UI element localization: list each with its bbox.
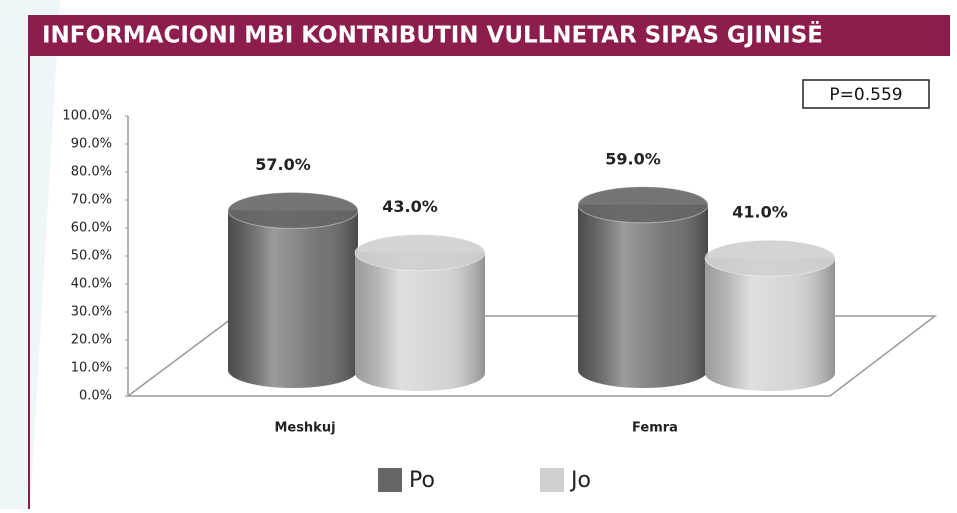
legend-swatch: [540, 468, 564, 492]
y-tick-label: 70.0%: [71, 193, 112, 208]
annotation: P=0.559: [829, 85, 902, 105]
y-tick-label: 80.0%: [71, 165, 112, 180]
x-tick-label: Meshkuj: [274, 421, 335, 436]
floor: [125, 315, 938, 397]
cylinder-top: [227, 191, 359, 229]
value-label: 57.0%: [255, 155, 311, 174]
cylinder-shade: [355, 252, 485, 391]
value-label: 41.0%: [732, 203, 788, 222]
y-tick-label: 90.0%: [71, 137, 112, 152]
y-tick-label: 0.0%: [79, 389, 112, 404]
y-tick-label: 60.0%: [71, 221, 112, 236]
y-tick-label: 20.0%: [71, 333, 112, 348]
value-label: 59.0%: [605, 149, 661, 168]
cylinder-top: [354, 234, 486, 272]
y-tick-label: 50.0%: [71, 249, 112, 264]
cylinder-shade: [228, 210, 358, 388]
y-tick-label: 40.0%: [71, 277, 112, 292]
title-bar: [28, 15, 950, 56]
y-tick-label: 100.0%: [62, 109, 112, 124]
legend-label: Jo: [569, 468, 591, 493]
cylinder-shade: [578, 204, 708, 388]
annotation-box: [802, 79, 930, 109]
y-tick-label: 30.0%: [71, 305, 112, 320]
y-tick-label: 10.0%: [71, 361, 112, 376]
legend-swatch: [378, 468, 402, 492]
cylinder-top: [577, 186, 709, 224]
cylinder-shade: [705, 258, 835, 391]
value-label: 43.0%: [382, 197, 438, 216]
x-tick-label: Femra: [632, 421, 678, 436]
legend-label: Po: [409, 468, 435, 493]
cylinder-top: [704, 239, 836, 277]
chart-title: INFORMACIONI MBI KONTRIBUTIN VULLNETAR S…: [42, 21, 823, 49]
